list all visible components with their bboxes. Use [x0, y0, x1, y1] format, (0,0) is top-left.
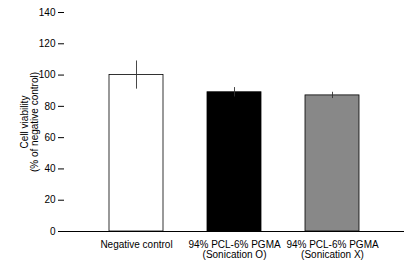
- svg-text:94% PCL-6% PGMA(Sonication X): 94% PCL-6% PGMA(Sonication X): [286, 239, 379, 260]
- svg-text:60: 60: [44, 132, 56, 143]
- svg-text:Cell viability(% of negative c: Cell viability(% of negative control): [19, 72, 40, 172]
- svg-text:0: 0: [50, 226, 56, 237]
- svg-text:140: 140: [39, 7, 56, 18]
- svg-text:80: 80: [44, 101, 56, 112]
- svg-text:20: 20: [44, 194, 56, 205]
- svg-text:120: 120: [39, 38, 56, 49]
- svg-text:40: 40: [44, 163, 56, 174]
- svg-text:94% PCL-6% PGMA(Sonication O): 94% PCL-6% PGMA(Sonication O): [188, 239, 281, 260]
- svg-text:100: 100: [39, 69, 56, 80]
- svg-text:Negative control: Negative control: [100, 239, 172, 250]
